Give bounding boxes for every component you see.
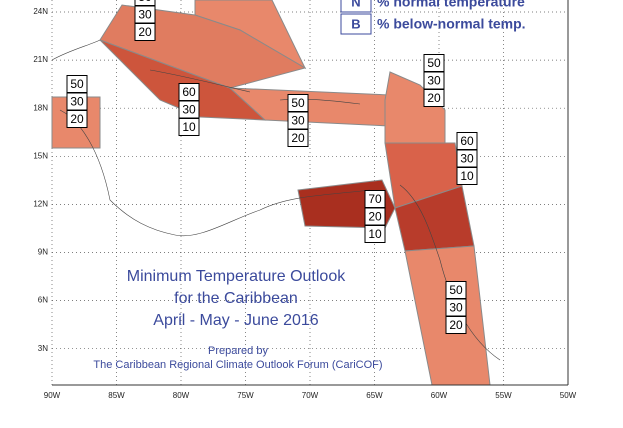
probability-value: 30 (70, 95, 84, 109)
legend-text: % normal temperature (377, 0, 525, 10)
title-line: April - May - June 2016 (153, 312, 319, 329)
lon-label: 90W (44, 391, 61, 400)
probability-value: 10 (182, 120, 196, 134)
probability-value: 50 (291, 96, 305, 110)
title: Minimum Temperature Outlook for the Carib… (93, 268, 382, 371)
probability-value: 10 (368, 227, 382, 241)
lat-label: 9N (38, 248, 48, 257)
probability-value: 20 (70, 112, 84, 126)
probability-box (423, 89, 445, 107)
probability-value: 30 (291, 114, 305, 128)
probability-box (456, 167, 478, 185)
lat-label: 3N (38, 344, 48, 353)
coastline (149, 69, 501, 361)
legend-key: N (351, 0, 360, 9)
title-line: for the Caribbean (174, 290, 298, 307)
probability-value: 30 (138, 8, 152, 22)
probability-box (66, 110, 88, 128)
lat-label: 18N (33, 103, 48, 112)
probability-box (364, 225, 386, 243)
probability-box (287, 129, 309, 147)
credit-line: Prepared by (208, 345, 268, 357)
lat-label: 15N (33, 151, 48, 160)
lon-label: 70W (302, 391, 319, 400)
coastlines (51, 39, 501, 361)
lon-label: 75W (237, 391, 254, 400)
probability-box (445, 316, 467, 334)
probability-value: 50 (449, 283, 463, 297)
region (99, 39, 267, 121)
lon-label: 65W (366, 391, 383, 400)
probability-value: 30 (427, 74, 441, 88)
lon-label: 80W (173, 391, 190, 400)
probability-value: 50 (70, 77, 84, 91)
legend: N % normal temperature B % below-normal tem… (340, 0, 526, 35)
probability-value: 30 (182, 103, 196, 117)
lat-label: 24N (33, 7, 48, 16)
lat-label: 12N (33, 200, 48, 209)
probability-value: 60 (460, 134, 474, 148)
probability-value: 60 (182, 85, 196, 99)
lat-label: 21N (33, 55, 48, 64)
probability-value: 20 (427, 91, 441, 105)
lon-label: 55W (495, 391, 512, 400)
probability-value: 30 (449, 301, 463, 315)
legend-key-box (340, 0, 372, 13)
title-line: Minimum Temperature Outlook (127, 268, 346, 285)
probability-box (134, 23, 156, 41)
probability-value: 50 (138, 0, 152, 4)
probability-box (178, 118, 200, 136)
probability-value: 20 (368, 210, 382, 224)
probability-stacks: 50 30 20 50 30 20 60 30 10 50 30 20 50 30 20 60 30 10 70 20… (66, 0, 478, 334)
credit-line: The Caribbean Regional Climate Outlook F… (93, 359, 382, 371)
lon-label: 60W (431, 391, 448, 400)
probability-value: 70 (368, 192, 382, 206)
probability-value: 20 (138, 25, 152, 39)
lat-label: 6N (38, 296, 48, 305)
legend-key: B (351, 16, 360, 31)
coastline (51, 39, 371, 237)
probability-value: 20 (449, 318, 463, 332)
probability-value: 20 (291, 131, 305, 145)
probability-value: 10 (460, 169, 474, 183)
probability-value: 50 (427, 56, 441, 70)
legend-key-box (340, 13, 372, 35)
legend-text: % below-normal temp. (377, 16, 526, 32)
lon-label: 85W (108, 391, 125, 400)
lon-label: 50W (560, 391, 577, 400)
probability-value: 30 (460, 152, 474, 166)
